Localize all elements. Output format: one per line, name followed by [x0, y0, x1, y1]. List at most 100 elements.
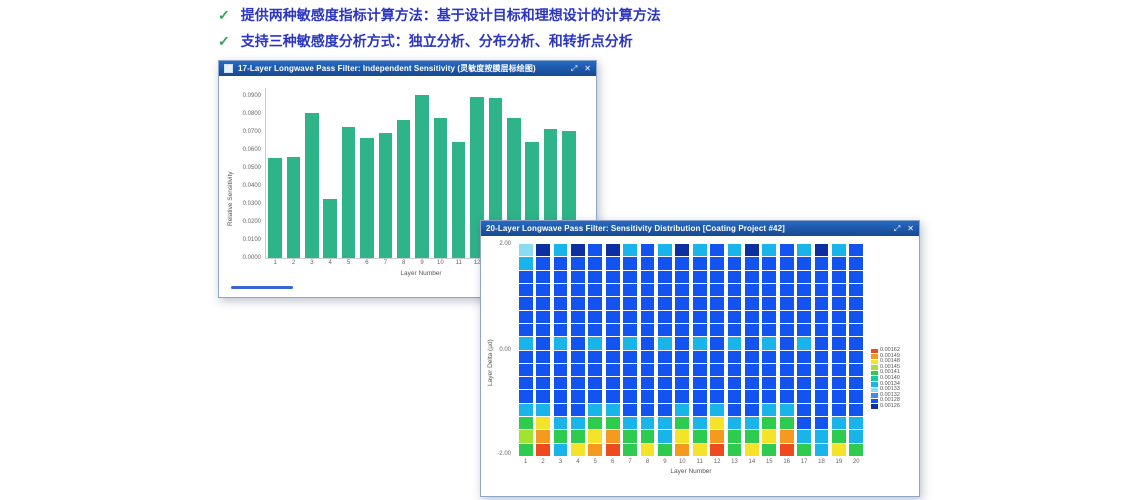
heatmap-cell	[849, 443, 864, 456]
heatmap-cell	[605, 350, 620, 363]
heatmap-cell	[831, 310, 846, 323]
heatmap-cell	[831, 337, 846, 350]
bar	[323, 198, 338, 258]
distribution-window: 20-Layer Longwave Pass Filter: Sensitivi…	[480, 220, 920, 497]
heatmap-cell	[518, 283, 533, 297]
heatmap-cell	[849, 337, 864, 350]
heatmap-cell	[623, 270, 638, 283]
heatmap-cell	[727, 443, 742, 456]
heatmap-cell	[675, 350, 690, 363]
heatmap-cell	[518, 310, 533, 323]
heatmap-cell	[797, 244, 812, 257]
heatmap-cell	[518, 430, 533, 443]
heatmap-cell	[570, 430, 585, 443]
legend-label: 0.00145	[880, 363, 900, 370]
maximize-icon[interactable]: ⤢	[570, 63, 578, 73]
heatmap-cell	[553, 430, 568, 443]
heatmap-cell	[623, 430, 638, 443]
y-tick-label: 0.0500	[242, 165, 261, 172]
heatmap-cell	[744, 390, 759, 403]
distribution-legend: 0.00162 0.00149 0.00148 0.00145 0.00141 0.001…	[871, 347, 900, 410]
heatmap-cell	[727, 417, 742, 430]
x-tick-label: 19	[835, 459, 843, 465]
heatmap-cell	[831, 417, 846, 430]
heatmap-cell	[797, 417, 812, 430]
horizontal-scrollbar[interactable]	[231, 286, 293, 289]
x-tick-label: 7	[628, 459, 632, 465]
heatmap-cell	[536, 443, 551, 456]
heatmap-cell	[710, 390, 725, 403]
legend-entry: 0.00126	[871, 403, 900, 410]
heatmap-cell	[623, 403, 638, 417]
x-tick-label: 1	[524, 459, 528, 465]
heatmap-cell	[797, 350, 812, 363]
heatmap-cell	[692, 297, 707, 310]
distribution-y-ticks: 2.00 0.00 -2.00	[489, 241, 513, 457]
heatmap-cell	[553, 310, 568, 323]
heatmap-cell	[536, 257, 551, 270]
heatmap-cell	[518, 403, 533, 417]
x-tick-label: 5	[593, 459, 597, 465]
heatmap-cell	[762, 337, 777, 350]
heatmap-cell	[657, 430, 672, 443]
window-title: 17-Layer Longwave Pass Filter: Independe…	[238, 64, 536, 73]
x-tick-label: 8	[645, 459, 650, 465]
heatmap-cell	[692, 350, 707, 363]
heatmap-cell	[553, 390, 568, 403]
legend-swatch	[871, 398, 878, 404]
legend-swatch	[871, 370, 878, 376]
heatmap-cell	[762, 297, 777, 310]
heatmap-cell	[744, 283, 759, 297]
heatmap-cell	[588, 244, 603, 257]
heatmap-cell	[692, 443, 707, 456]
legend-label: 0.00141	[880, 369, 900, 376]
heatmap-cell	[727, 244, 742, 257]
heatmap-cell	[710, 403, 725, 417]
x-tick-label: 6	[365, 260, 369, 266]
legend-label: 0.00149	[880, 352, 900, 359]
heatmap-cell	[605, 377, 620, 390]
heatmap-cell	[640, 377, 655, 390]
heatmap-cell	[814, 390, 829, 403]
heatmap-cell	[657, 257, 672, 270]
heatmap-cell	[744, 297, 759, 310]
y-tick-label: -2.00	[497, 451, 511, 457]
heatmap-cell	[762, 390, 777, 403]
heatmap-cell	[814, 377, 829, 390]
heatmap-cell	[570, 297, 585, 310]
heatmap-cell	[657, 350, 672, 363]
heatmap-cell	[710, 443, 725, 456]
x-tick-label: 18	[818, 459, 825, 465]
legend-entry: 0.00140	[871, 375, 900, 382]
heatmap-cell	[536, 244, 551, 257]
heatmap-cell	[710, 350, 725, 363]
heatmap-cell	[849, 283, 864, 297]
heatmap-cell	[640, 390, 655, 403]
heatmap-cell	[605, 244, 620, 257]
bar	[378, 132, 393, 258]
heatmap-cell	[814, 270, 829, 283]
close-icon[interactable]: ✕	[907, 223, 914, 233]
heatmap-cell	[588, 377, 603, 390]
heatmap-cell	[518, 297, 533, 310]
heatmap-cell	[675, 377, 690, 390]
heatmap-cell	[831, 350, 846, 363]
heatmap-cell	[797, 443, 812, 456]
heatmap-cell	[640, 403, 655, 417]
bar	[470, 96, 484, 258]
heatmap-cell	[623, 417, 638, 430]
sensitivity-titlebar[interactable]: 17-Layer Longwave Pass Filter: Independe…	[219, 61, 596, 76]
heatmap-cell	[762, 443, 777, 456]
heatmap-cell	[675, 257, 690, 270]
maximize-icon[interactable]: ⤢	[893, 223, 901, 233]
heatmap-cell	[536, 350, 551, 363]
heatmap-cell	[762, 417, 777, 430]
heatmap-cell	[553, 297, 568, 310]
heatmap-cell	[762, 270, 777, 283]
heatmap-cell	[762, 244, 777, 257]
close-icon[interactable]: ✕	[584, 63, 591, 73]
heatmap-cell	[727, 430, 742, 443]
heatmap-cell	[605, 323, 620, 337]
distribution-titlebar[interactable]: 20-Layer Longwave Pass Filter: Sensitivi…	[481, 221, 919, 236]
